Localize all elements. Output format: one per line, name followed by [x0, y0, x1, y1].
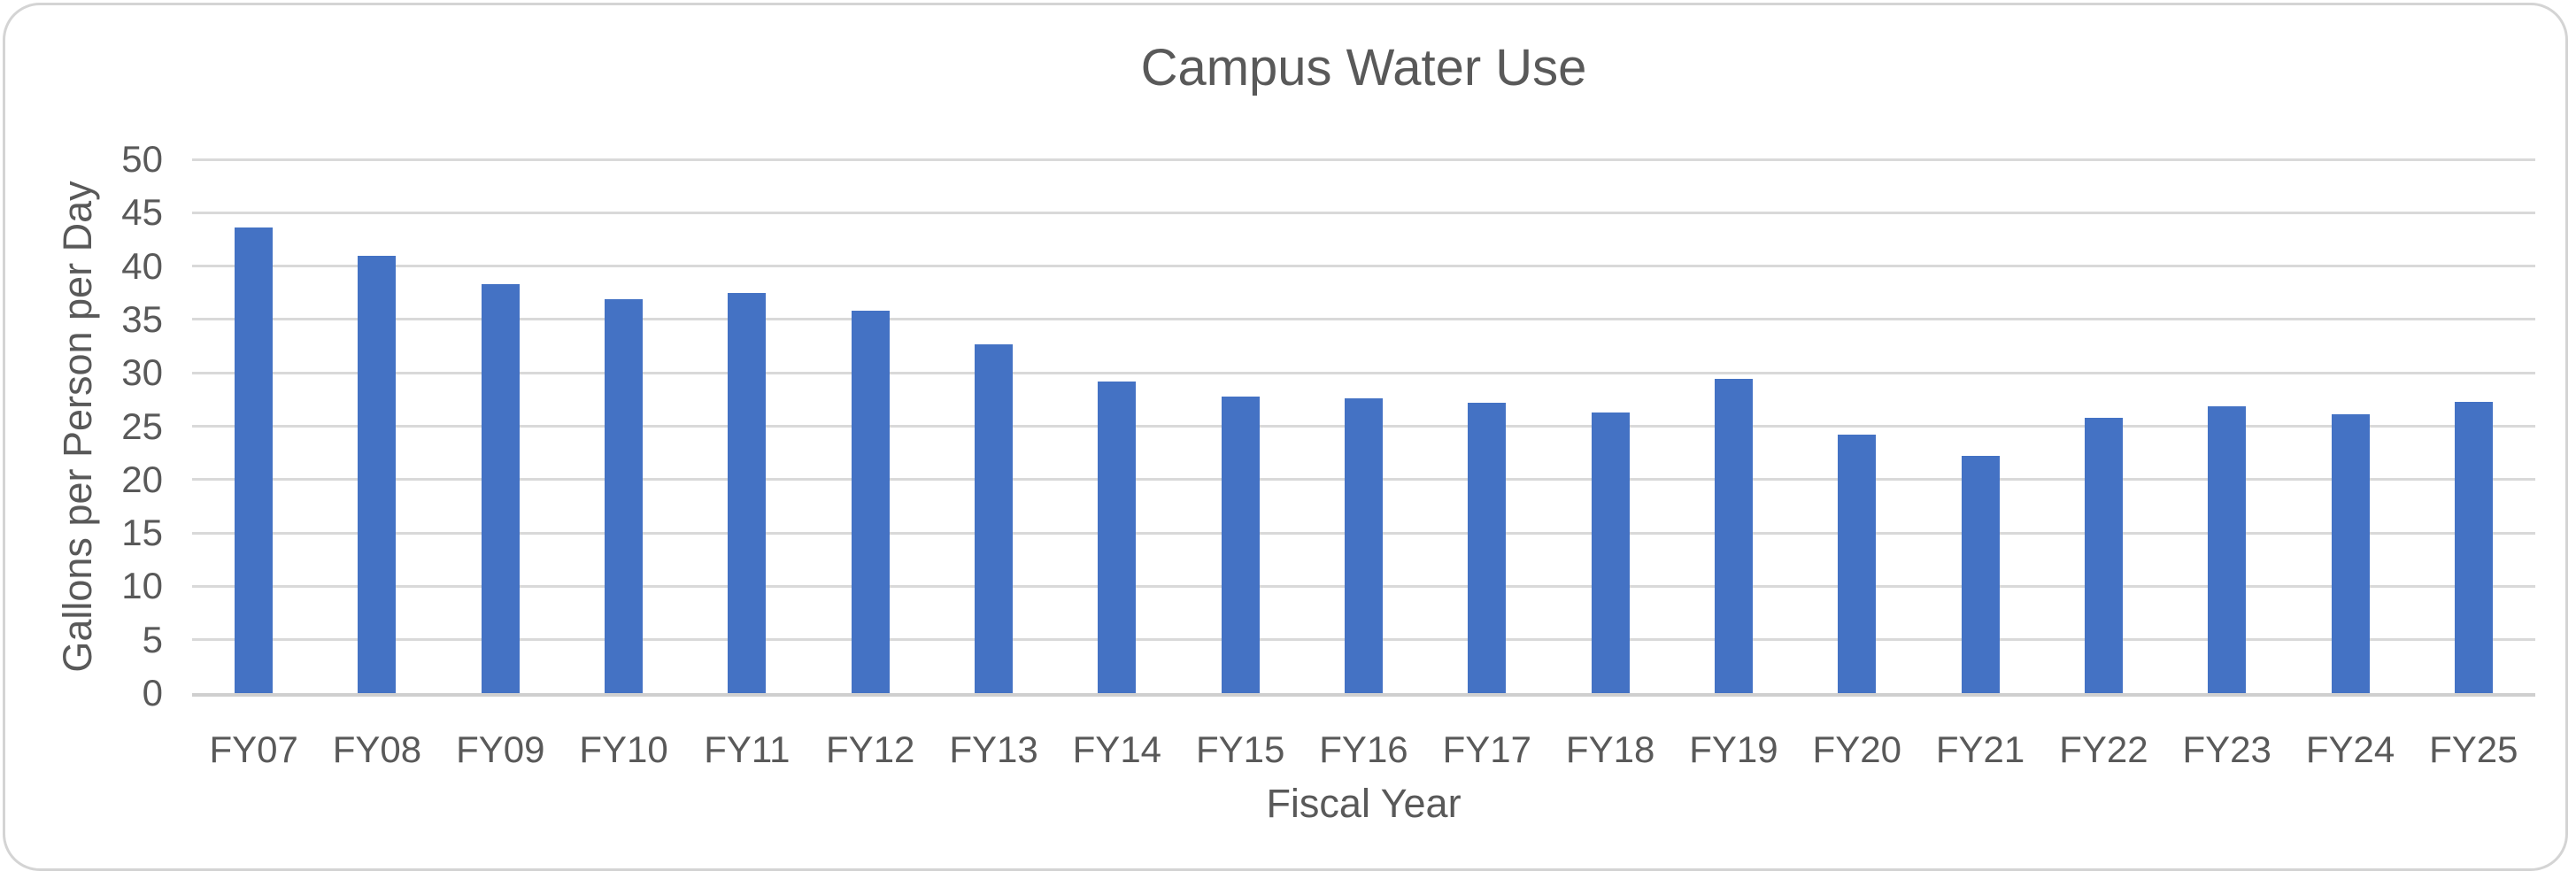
x-tick-label-FY14: FY14 [1072, 729, 1162, 770]
bar-FY20 [1838, 435, 1877, 693]
x-tick-label-FY11: FY11 [704, 729, 791, 770]
bar-FY15 [1221, 396, 1260, 693]
y-tick-label-25: 25 [121, 405, 163, 447]
y-tick-label-20: 20 [121, 458, 163, 500]
y-tick-label-10: 10 [121, 565, 163, 607]
y-tick-label-0: 0 [142, 672, 163, 713]
x-tick-label-FY23: FY23 [2182, 729, 2271, 770]
x-tick-label-FY21: FY21 [1935, 729, 2025, 770]
bar-FY22 [2084, 417, 2123, 693]
x-axis-category-labels: FY07 FY08 FY09 FY10 FY11 FY12 FY13 FY14 FY15 FY16… [192, 729, 2535, 771]
bar-FY25 [2454, 401, 2493, 693]
y-axis-tick-labels: 0 5 10 15 20 25 30 35 40 45 50 [5, 138, 163, 713]
bar-FY08 [358, 255, 397, 693]
x-tick-label-FY09: FY09 [456, 729, 545, 770]
chart-card: Campus Water Use Gallons per Person per … [3, 3, 2568, 871]
y-tick-label-5: 5 [142, 618, 163, 660]
bar-FY24 [2331, 414, 2370, 693]
x-tick-label-FY13: FY13 [949, 729, 1038, 770]
y-tick-label-15: 15 [121, 512, 163, 554]
x-tick-label-FY10: FY10 [579, 729, 668, 770]
x-tick-label-FY12: FY12 [826, 729, 915, 770]
bar-FY14 [1098, 381, 1137, 693]
gridline-50 [192, 158, 2535, 161]
x-tick-label-FY25: FY25 [2429, 729, 2518, 770]
x-tick-label-FY19: FY19 [1689, 729, 1778, 770]
gridline-35 [192, 318, 2535, 321]
bar-FY21 [1961, 456, 2000, 693]
bar-FY17 [1468, 402, 1507, 693]
x-tick-label-FY07: FY07 [209, 729, 298, 770]
plot-area [192, 158, 2535, 697]
bar-FY07 [235, 227, 274, 693]
y-tick-label-50: 50 [121, 138, 163, 180]
bar-FY18 [1591, 412, 1630, 693]
x-tick-label-FY18: FY18 [1565, 729, 1655, 770]
x-tick-label-FY20: FY20 [1812, 729, 1901, 770]
bar-FY09 [481, 284, 520, 693]
bar-FY16 [1345, 398, 1383, 693]
y-tick-label-40: 40 [121, 244, 163, 287]
chart-title: Campus Water Use [1140, 39, 1587, 96]
x-tick-label-FY15: FY15 [1195, 729, 1285, 770]
x-axis-title: Fiscal Year [1266, 781, 1462, 826]
x-tick-label-FY22: FY22 [2059, 729, 2148, 770]
gridline-30 [192, 371, 2535, 374]
bar-FY10 [605, 299, 644, 693]
x-tick-label-FY17: FY17 [1442, 729, 1531, 770]
bar-FY23 [2208, 405, 2247, 693]
y-tick-label-45: 45 [121, 191, 163, 234]
bar-FY19 [1714, 379, 1753, 693]
gridline-40 [192, 265, 2535, 268]
x-tick-label-FY16: FY16 [1319, 729, 1408, 770]
y-tick-label-35: 35 [121, 297, 163, 340]
x-tick-label-FY08: FY08 [332, 729, 422, 770]
bar-FY13 [975, 343, 1014, 693]
x-tick-label-FY24: FY24 [2305, 729, 2395, 770]
bar-FY12 [851, 311, 890, 693]
gridline-45 [192, 211, 2535, 214]
y-tick-label-30: 30 [121, 351, 163, 394]
bar-FY11 [728, 292, 767, 693]
